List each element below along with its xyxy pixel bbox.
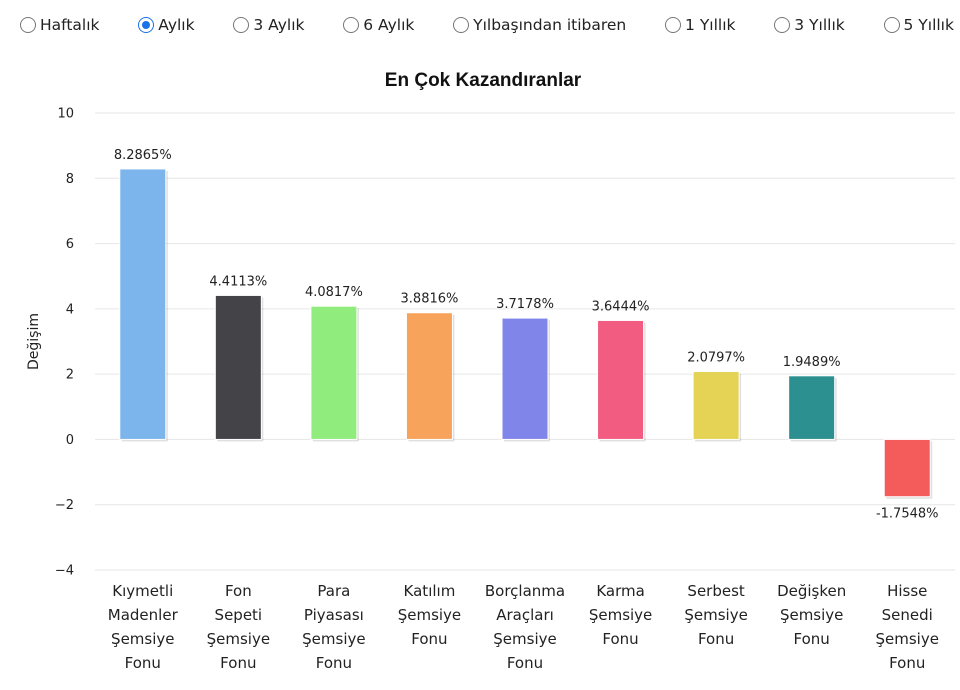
- period-radio[interactable]: [665, 17, 682, 33]
- category-label-line: Şemsiye: [302, 630, 365, 648]
- category-label-line: Madenler: [108, 606, 179, 624]
- category-label: Borçlanma Araçları Şemsiye Fonu: [485, 582, 565, 672]
- category-label-line: Şemsiye: [589, 606, 652, 624]
- y-tick-label: 2: [66, 368, 74, 383]
- data-label: 4.0817%: [305, 285, 363, 300]
- category-label: Serbest Şemsiye Fonu: [684, 582, 747, 648]
- data-label: 4.4113%: [209, 274, 267, 289]
- period-option[interactable]: Yılbaşından itibaren: [453, 16, 626, 34]
- bars: [119, 168, 933, 499]
- category-label: Hisse Senedi Şemsiye Fonu: [875, 582, 938, 672]
- period-radio[interactable]: [774, 17, 791, 33]
- period-option-label: 5 Yıllık: [903, 16, 954, 34]
- chart-title: En Çok Kazandıranlar: [385, 70, 582, 91]
- category-label-line: Karma: [596, 582, 644, 600]
- data-labels: 8.2865% 4.4113% 4.0817% 3.8816% 3.7178% 3.644…: [114, 148, 939, 522]
- period-option[interactable]: 6 Aylık: [343, 16, 414, 34]
- category-label: Kıymetli Madenler Şemsiye Fonu: [108, 582, 179, 672]
- period-radio[interactable]: [883, 17, 900, 33]
- period-radio[interactable]: [138, 17, 155, 33]
- category-label: Karma Şemsiye Fonu: [589, 582, 652, 648]
- bar[interactable]: [501, 317, 549, 440]
- category-label-line: Şemsiye: [875, 630, 938, 648]
- category-label-line: Fon: [225, 582, 252, 600]
- y-tick-label: −2: [55, 498, 74, 513]
- period-option-label: 6 Aylık: [363, 16, 415, 34]
- data-label: 2.0797%: [687, 351, 745, 366]
- category-label: Katılım Şemsiye Fonu: [398, 582, 461, 648]
- period-option[interactable]: 1 Yıllık: [665, 16, 736, 34]
- category-label-line: Şemsiye: [398, 606, 461, 624]
- y-tick-label: 0: [66, 433, 74, 448]
- category-label-line: Fonu: [125, 654, 161, 672]
- data-label: 1.9489%: [783, 355, 841, 370]
- category-label-line: Para: [317, 582, 350, 600]
- category-label-line: Fonu: [220, 654, 256, 672]
- category-label-line: Serbest: [687, 582, 744, 600]
- y-tick-label: 8: [66, 172, 74, 187]
- period-option-label: Aylık: [158, 16, 195, 34]
- data-label: 8.2865%: [114, 148, 172, 163]
- bar[interactable]: [405, 312, 453, 440]
- bar[interactable]: [310, 305, 358, 440]
- period-option[interactable]: Haftalık: [20, 16, 100, 34]
- period-option[interactable]: 3 Aylık: [233, 16, 304, 34]
- data-label: -1.7548%: [876, 507, 939, 522]
- bar[interactable]: [692, 371, 740, 440]
- period-radio[interactable]: [343, 17, 360, 33]
- category-label-line: Fonu: [794, 630, 830, 648]
- category-labels: Kıymetli Madenler Şemsiye Fonu Fon Sepeti Şems…: [108, 582, 939, 672]
- period-option-label: Yılbaşından itibaren: [473, 16, 627, 34]
- y-tick-label: 4: [66, 302, 74, 317]
- category-label-line: Şemsiye: [493, 630, 556, 648]
- data-label: 3.8816%: [401, 292, 459, 307]
- y-tick-label: −4: [55, 564, 74, 579]
- category-label-line: Senedi: [882, 606, 933, 624]
- category-label-line: Piyasası: [304, 606, 364, 624]
- bar[interactable]: [883, 438, 931, 498]
- category-label: Değişken Şemsiye Fonu: [777, 582, 846, 648]
- category-label-line: Araçları: [496, 606, 554, 624]
- bar[interactable]: [788, 375, 836, 440]
- period-selector: Haftalık Aylık 3 Aylık 6 Aylık Yılbaşından i…: [20, 12, 954, 38]
- period-option-label: Haftalık: [40, 16, 100, 34]
- period-radio[interactable]: [20, 17, 36, 33]
- data-label: 3.6444%: [592, 299, 650, 314]
- category-label-line: Fonu: [602, 630, 638, 648]
- y-axis-ticks: 10 8 6 4 2 0 −2 −4: [55, 107, 74, 579]
- y-tick-label: 6: [66, 237, 74, 252]
- bar[interactable]: [214, 294, 262, 440]
- data-label: 3.7178%: [496, 297, 554, 312]
- bar[interactable]: [597, 319, 645, 440]
- category-label-line: Fonu: [507, 654, 543, 672]
- category-label-line: Fonu: [889, 654, 925, 672]
- bar[interactable]: [119, 168, 167, 440]
- category-label: Para Piyasası Şemsiye Fonu: [302, 582, 365, 672]
- period-option[interactable]: Aylık: [138, 16, 195, 34]
- period-option-label: 3 Yıllık: [794, 16, 845, 34]
- category-label-line: Şemsiye: [684, 606, 747, 624]
- category-label: Fon Sepeti Şemsiye Fonu: [207, 582, 270, 672]
- category-label-line: Kıymetli: [112, 582, 173, 600]
- y-axis-label: Değişim: [26, 313, 42, 370]
- period-option-label: 1 Yıllık: [685, 16, 736, 34]
- category-label-line: Fonu: [411, 630, 447, 648]
- category-label-line: Fonu: [316, 654, 352, 672]
- period-option-label: 3 Aylık: [253, 16, 305, 34]
- category-label-line: Borçlanma: [485, 582, 565, 600]
- period-radio[interactable]: [453, 17, 470, 33]
- category-label-line: Değişken: [777, 582, 846, 600]
- category-label-line: Şemsiye: [780, 606, 843, 624]
- period-option[interactable]: 5 Yıllık: [883, 16, 954, 34]
- category-label-line: Sepeti: [215, 606, 263, 624]
- category-label-line: Fonu: [698, 630, 734, 648]
- y-tick-label: 10: [57, 107, 74, 122]
- period-radio[interactable]: [233, 17, 250, 33]
- period-option[interactable]: 3 Yıllık: [774, 16, 845, 34]
- category-label-line: Katılım: [404, 582, 456, 600]
- category-label-line: Hisse: [887, 582, 927, 600]
- category-label-line: Şemsiye: [207, 630, 270, 648]
- category-label-line: Şemsiye: [111, 630, 174, 648]
